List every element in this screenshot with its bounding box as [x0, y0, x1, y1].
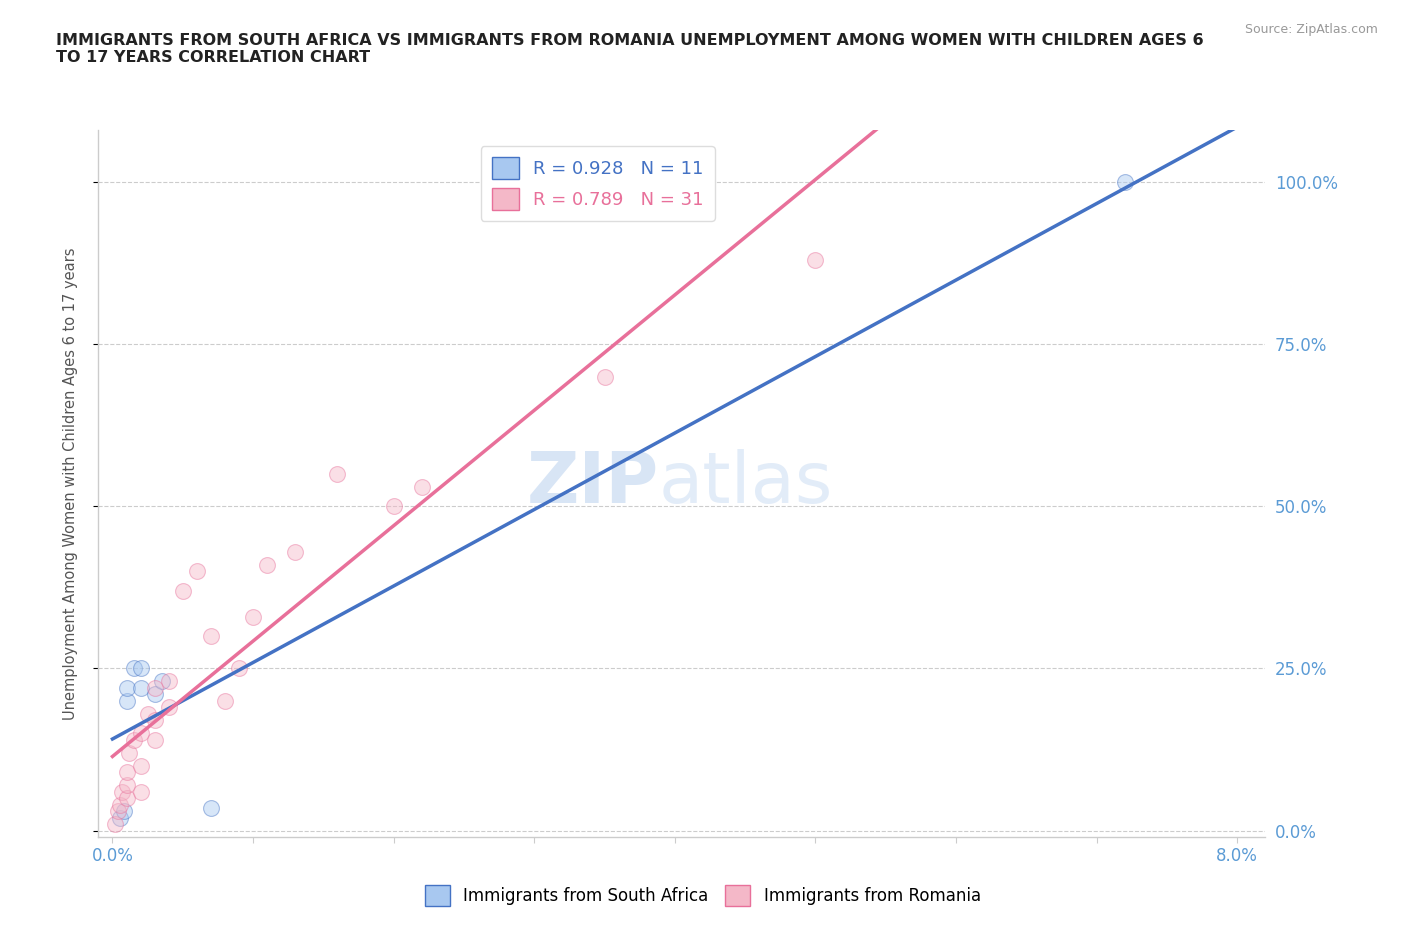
Text: ZIP: ZIP [526, 449, 658, 518]
Point [143, 687, 166, 702]
Point [115, 777, 138, 792]
Point [214, 694, 236, 709]
Point [143, 732, 166, 747]
Point [118, 745, 141, 760]
Point [284, 544, 307, 559]
Point [129, 784, 152, 799]
Point [326, 467, 349, 482]
Point [115, 790, 138, 805]
Point [593, 369, 616, 384]
Point [1114, 175, 1136, 190]
Point [108, 810, 131, 825]
Legend: R = 0.928   N = 11, R = 0.789   N = 31: R = 0.928 N = 11, R = 0.789 N = 31 [481, 146, 714, 221]
Point [157, 674, 180, 689]
Point [228, 661, 250, 676]
Point [129, 681, 152, 696]
Point [115, 681, 138, 696]
Text: atlas: atlas [658, 449, 832, 518]
Point [122, 732, 145, 747]
Point [115, 764, 138, 779]
Text: Source: ZipAtlas.com: Source: ZipAtlas.com [1244, 23, 1378, 36]
Point [382, 498, 405, 513]
Point [200, 629, 222, 644]
Point [129, 758, 152, 773]
Point [157, 700, 180, 715]
Point [200, 801, 222, 816]
Point [129, 661, 152, 676]
Point [111, 784, 134, 799]
Point [112, 804, 135, 818]
Point [186, 564, 208, 578]
Point [108, 797, 131, 812]
Legend: Immigrants from South Africa, Immigrants from Romania: Immigrants from South Africa, Immigrants… [419, 879, 987, 912]
Text: IMMIGRANTS FROM SOUTH AFRICA VS IMMIGRANTS FROM ROMANIA UNEMPLOYMENT AMONG WOMEN: IMMIGRANTS FROM SOUTH AFRICA VS IMMIGRAN… [56, 33, 1204, 65]
Point [115, 694, 138, 709]
Y-axis label: Unemployment Among Women with Children Ages 6 to 17 years: Unemployment Among Women with Children A… [63, 247, 77, 720]
Point [411, 479, 433, 494]
Point [804, 252, 827, 267]
Point [172, 583, 194, 598]
Point [256, 557, 278, 572]
Point [143, 681, 166, 696]
Point [122, 661, 145, 676]
Point [242, 609, 264, 624]
Point [143, 712, 166, 727]
Point [150, 674, 173, 689]
Point [104, 817, 127, 831]
Point [107, 804, 129, 818]
Point [129, 725, 152, 740]
Point [136, 707, 159, 722]
